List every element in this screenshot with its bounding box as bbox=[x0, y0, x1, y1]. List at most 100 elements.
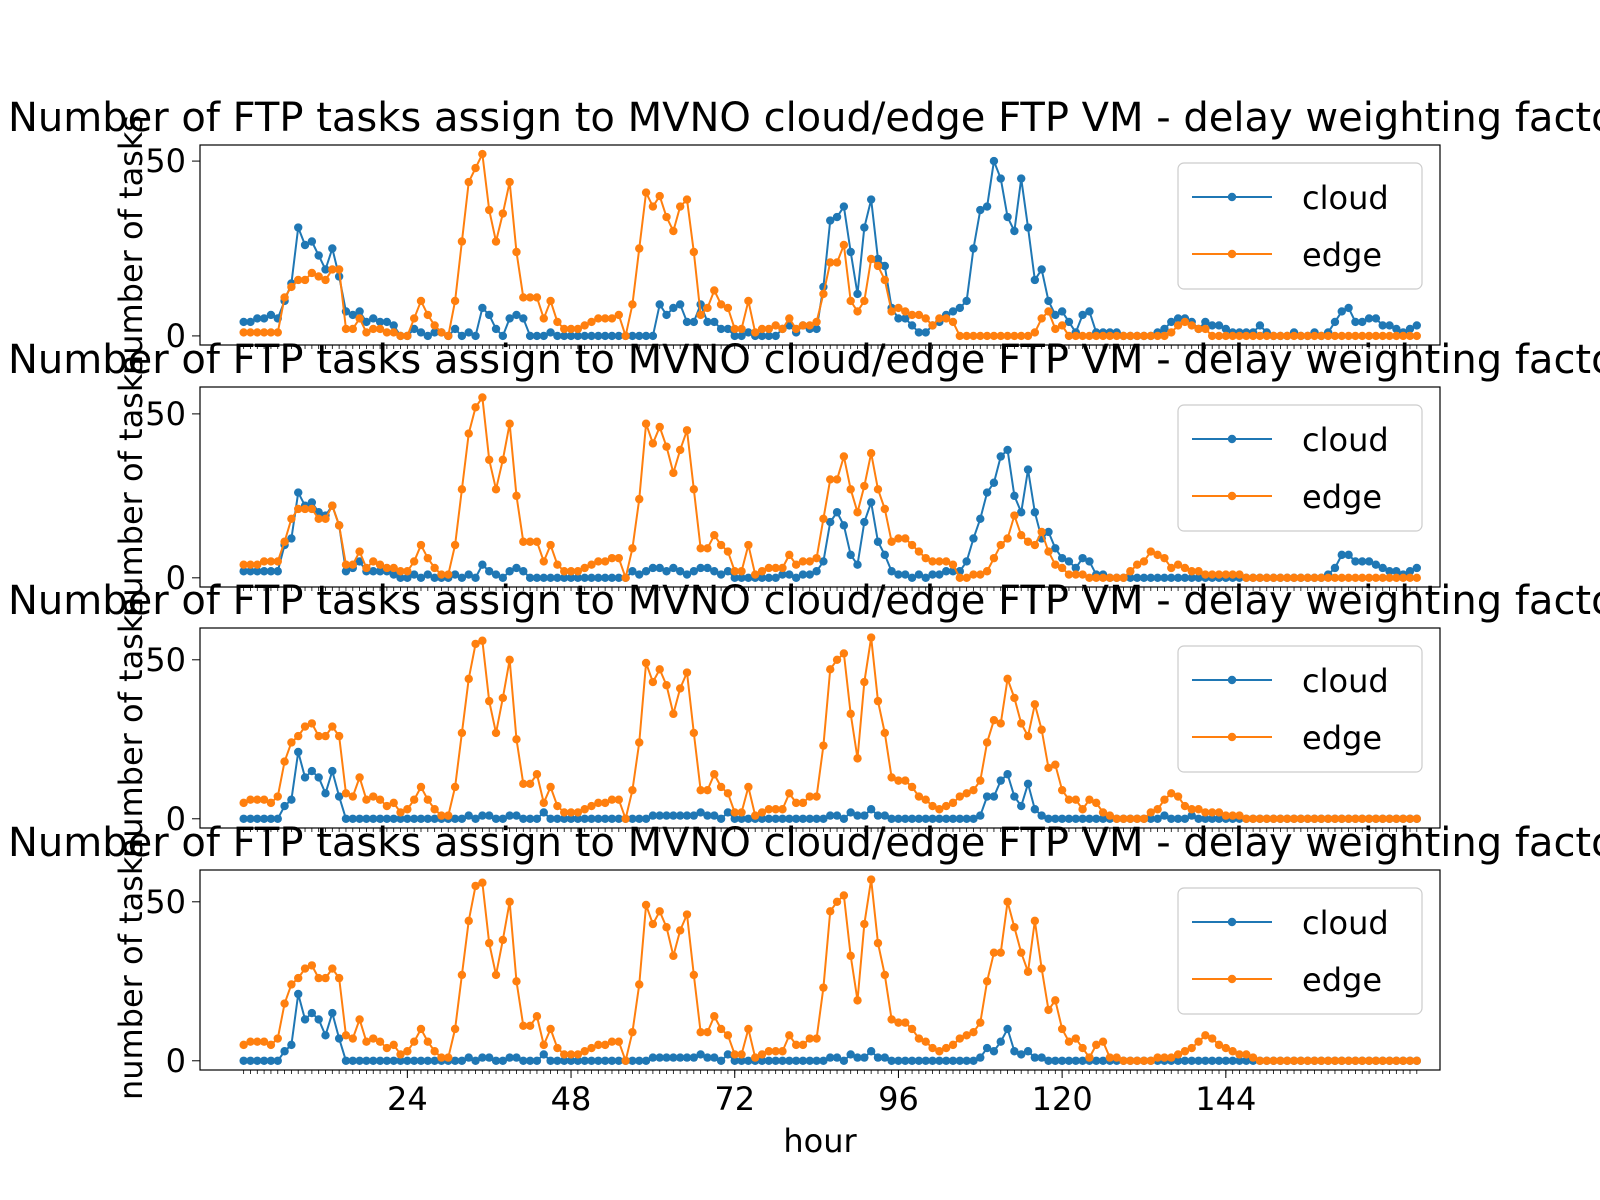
data-point bbox=[1003, 331, 1012, 341]
data-point bbox=[716, 540, 726, 550]
legend-box bbox=[1177, 162, 1423, 290]
chart-title: Number of FTP tasks assign to MVNO cloud… bbox=[8, 578, 1600, 624]
data-point bbox=[962, 814, 971, 823]
data-point bbox=[239, 814, 248, 823]
data-point bbox=[1057, 814, 1067, 823]
data-point bbox=[1153, 331, 1162, 341]
data-point bbox=[976, 1018, 985, 1027]
data-point bbox=[362, 317, 371, 327]
data-point bbox=[1044, 763, 1053, 773]
data-point bbox=[1194, 814, 1203, 823]
data-point bbox=[1255, 331, 1265, 341]
data-point bbox=[1119, 814, 1128, 823]
legend-box bbox=[1177, 887, 1423, 1015]
data-point bbox=[444, 331, 453, 341]
data-point bbox=[525, 1056, 535, 1065]
data-point bbox=[1139, 573, 1149, 583]
data-point bbox=[512, 1053, 521, 1062]
data-point bbox=[1010, 792, 1019, 801]
data-point bbox=[348, 792, 357, 801]
data-point bbox=[1303, 1056, 1312, 1065]
data-point bbox=[655, 907, 664, 916]
data-point bbox=[710, 317, 719, 327]
data-point bbox=[355, 773, 364, 782]
data-point bbox=[628, 1056, 637, 1065]
data-point bbox=[1023, 537, 1033, 546]
data-point bbox=[1398, 331, 1408, 341]
data-point bbox=[1112, 331, 1121, 341]
data-point bbox=[839, 814, 849, 823]
data-point bbox=[369, 567, 378, 576]
data-point bbox=[409, 324, 419, 334]
data-point bbox=[287, 534, 296, 543]
data-point bbox=[1023, 1047, 1033, 1056]
data-point bbox=[921, 573, 930, 583]
data-point bbox=[914, 792, 924, 801]
data-point bbox=[982, 331, 992, 341]
data-point bbox=[655, 191, 664, 201]
data-point bbox=[1146, 814, 1156, 823]
y-tick-label: 50 bbox=[145, 641, 186, 679]
data-point bbox=[873, 696, 883, 706]
data-point bbox=[464, 177, 473, 187]
data-point bbox=[1344, 303, 1353, 313]
data-point bbox=[280, 757, 289, 766]
data-point bbox=[819, 741, 828, 750]
data-point bbox=[1283, 814, 1292, 823]
data-point bbox=[635, 494, 644, 504]
data-point bbox=[1146, 808, 1156, 817]
data-point bbox=[525, 1021, 535, 1030]
data-point bbox=[778, 1047, 787, 1056]
data-point bbox=[532, 293, 542, 302]
data-point bbox=[1214, 814, 1224, 823]
data-point bbox=[321, 514, 330, 523]
data-point bbox=[614, 573, 623, 583]
data-point bbox=[798, 321, 808, 330]
data-point bbox=[860, 296, 869, 306]
data-point bbox=[478, 878, 487, 887]
data-point bbox=[539, 808, 548, 817]
data-point bbox=[580, 321, 589, 330]
data-point bbox=[1398, 573, 1408, 583]
data-point bbox=[880, 728, 889, 738]
data-point bbox=[253, 1037, 262, 1046]
data-point bbox=[403, 567, 412, 576]
data-point bbox=[587, 331, 596, 341]
data-point bbox=[307, 268, 317, 278]
data-point bbox=[375, 560, 385, 569]
data-point bbox=[362, 1037, 371, 1046]
data-point bbox=[723, 567, 733, 576]
data-point bbox=[566, 1056, 576, 1065]
data-point bbox=[873, 537, 883, 546]
data-point bbox=[328, 244, 337, 253]
data-point bbox=[532, 573, 542, 583]
data-point bbox=[560, 324, 569, 334]
data-point bbox=[273, 557, 282, 566]
data-point bbox=[826, 258, 835, 267]
data-point bbox=[539, 798, 548, 808]
data-point bbox=[246, 328, 255, 337]
data-point bbox=[703, 785, 712, 795]
data-point bbox=[369, 1034, 378, 1043]
data-point bbox=[696, 785, 705, 795]
data-point bbox=[832, 897, 842, 906]
data-point bbox=[723, 808, 733, 817]
data-point bbox=[1187, 573, 1196, 583]
data-point bbox=[628, 567, 637, 576]
y-axis-label: number of tasks bbox=[112, 598, 150, 858]
data-point bbox=[1180, 573, 1190, 583]
data-point bbox=[1351, 557, 1360, 566]
data-point bbox=[689, 970, 699, 980]
data-point bbox=[1385, 814, 1394, 823]
data-point bbox=[600, 798, 610, 808]
data-point bbox=[778, 1056, 787, 1065]
data-point bbox=[1017, 948, 1026, 957]
data-point bbox=[1187, 811, 1196, 820]
data-point bbox=[955, 792, 965, 801]
data-point bbox=[300, 722, 310, 731]
data-point bbox=[839, 521, 849, 530]
data-point bbox=[512, 735, 521, 744]
data-point bbox=[1167, 789, 1176, 798]
data-point bbox=[382, 1056, 392, 1065]
data-point bbox=[341, 814, 351, 823]
